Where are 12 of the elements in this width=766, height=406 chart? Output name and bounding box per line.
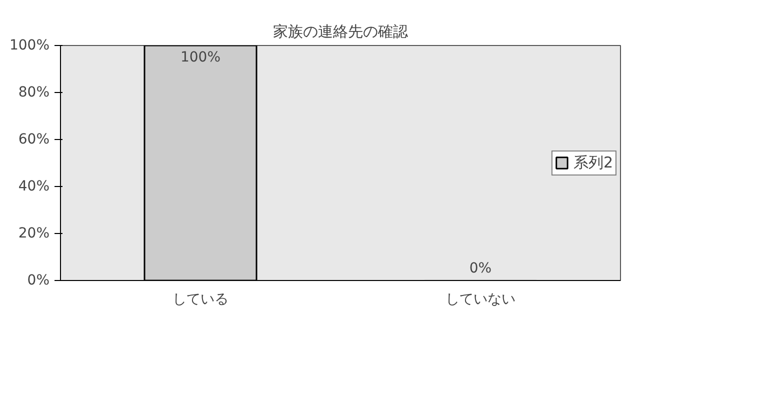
y-tick-label: 100%	[9, 38, 50, 54]
y-tick-label: 20%	[18, 226, 50, 242]
x-tick-label: している	[172, 292, 228, 308]
text: 100%	[180, 50, 221, 66]
y-tick-label: 0%	[27, 272, 50, 288]
y-tick-label: 40%	[18, 178, 50, 194]
x-tick-label: していない	[446, 292, 516, 308]
text: 0%	[469, 260, 492, 276]
legend-label: 系列2	[573, 153, 613, 172]
y-tick-label: 80%	[18, 84, 50, 100]
chart-title: 家族の連絡先の確認	[273, 22, 408, 40]
y-tick-label: 60%	[18, 132, 50, 148]
